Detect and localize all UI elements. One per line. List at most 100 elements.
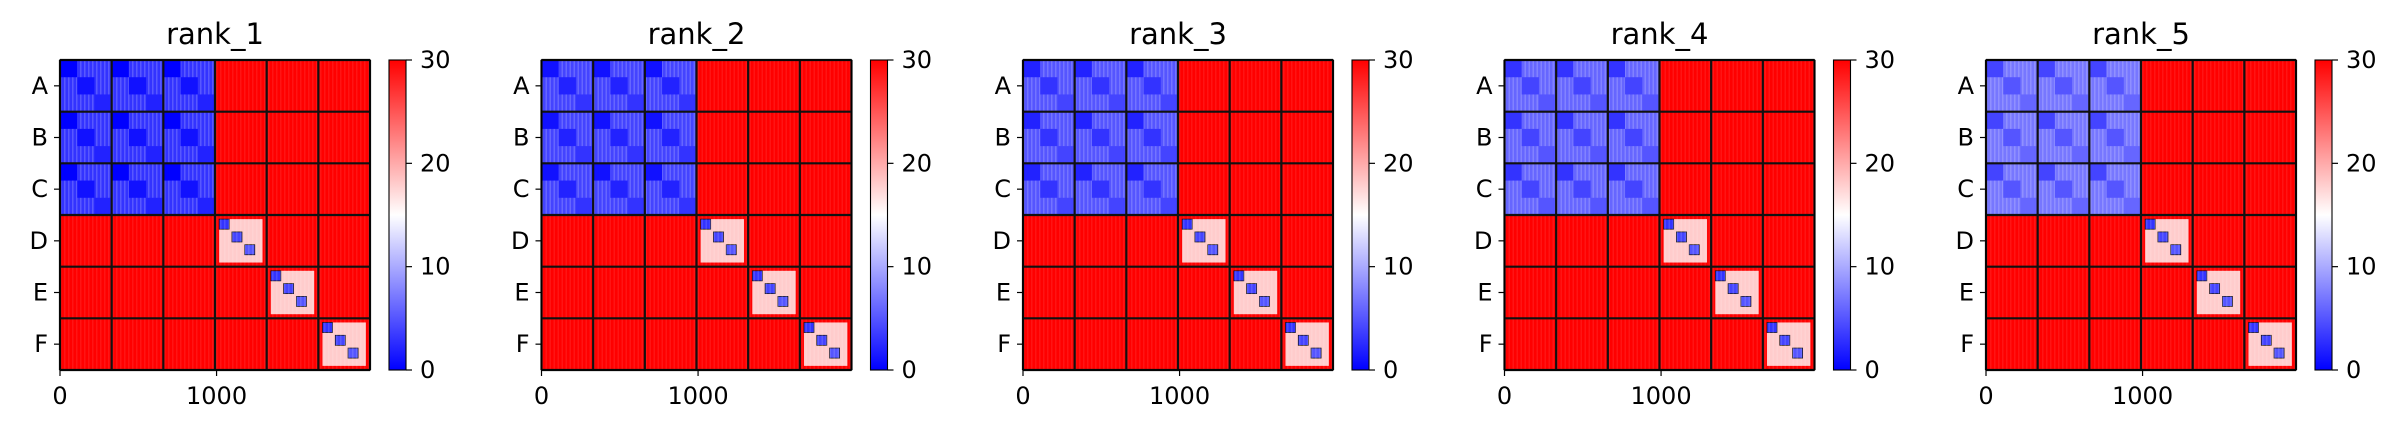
heatmap-subcell [2072,197,2090,215]
heatmap-subcell [94,94,112,112]
heatmap-block-texture [1556,318,1608,370]
colorbar-tick-label: 20 [1383,149,1414,177]
heatmap-subcell [1040,77,1058,95]
heatmap-block-texture [1762,266,1815,319]
heatmap-subcell [1109,197,1127,215]
heatmap-subcell [94,146,112,164]
heatmap-subcell [1040,128,1058,147]
heatmap-block-texture [2192,215,2245,267]
heatmap-subcell [662,77,680,95]
heatmap-subcell [1607,163,1626,181]
heatmap-subcell [1074,60,1092,78]
heatmap-block-texture [748,60,800,112]
heatmap-block-texture [1762,215,1815,267]
heatmap-block-texture [696,163,749,215]
heatmap-area [1503,58,1816,372]
heatmap-block-texture [1607,266,1660,319]
heatmap-block-texture [2141,266,2193,319]
heatmap-subcell [593,111,611,129]
heatmap-subcell [1074,111,1092,129]
heatmap-block-texture [644,266,697,319]
heatmap-frame [59,59,371,371]
heatmap-subcell [2020,197,2038,215]
colorbar: 0 10 20 30 [388,46,451,384]
heatmap-block-texture [2141,163,2193,215]
heatmap-block-texture [2089,266,2141,319]
colorbar-tick-label: 0 [420,356,435,384]
heatmap-subcell [662,180,680,198]
heatmap-subcell [128,128,147,147]
heatmap-subcell [1160,197,1178,215]
heatmap-subcell [575,197,594,215]
heatmap-subcell [1607,111,1626,129]
colorbar-tick-label: 30 [2346,46,2377,74]
heatmap-subcell [1625,128,1643,147]
heatmap-block-texture [1178,318,1230,370]
heatmap-block-texture [111,266,164,319]
heatmap-block-texture [266,163,319,215]
y-tick-label: E [33,279,48,307]
x-tick-label: 0 [1978,382,1993,410]
heatmap-block-texture [1659,318,1712,370]
heatmap-subcell [77,128,95,147]
heatmap-subcell [111,60,129,78]
heatmap-block-texture [1074,215,1127,267]
heatmap-subcell [1504,60,1522,78]
y-tick-label: D [30,227,48,255]
colorbar-rect [2314,59,2333,371]
heatmap-block-texture [644,318,697,370]
x-tick-label: 0 [52,382,67,410]
heatmap-subcell [1556,60,1574,78]
y-tick-label: D [1474,227,1492,255]
heatmap-area [540,58,853,372]
diagonal-inset-texture [1285,322,1329,366]
heatmap-block-texture [1711,215,1763,267]
colorbar-tick-label: 0 [1383,356,1398,384]
heatmap-block-texture [2192,318,2245,370]
heatmap-subcell [2037,60,2055,78]
heatmap-block-texture [1986,266,2038,319]
y-tick-label: B [1958,124,1974,152]
heatmap-subcell [2054,77,2073,95]
heatmap-subcell [1521,180,1539,198]
diagonal-inset-texture [2196,270,2241,315]
panel-title: rank_1 [166,17,264,51]
heatmap-subcell [163,60,181,78]
y-tick-label: C [31,175,48,203]
x-tick-label: 0 [1497,382,1512,410]
heatmap-block-texture [541,318,594,370]
heatmap-subcell [2106,77,2124,95]
colorbar-tick-label: 20 [902,149,933,177]
heatmap-block-texture [163,318,215,370]
heatmap-subcell [1504,111,1522,129]
heatmap-block-texture [318,215,370,267]
heatmap-subcell [1023,60,1041,78]
heatmap-subcell [163,163,181,181]
diagonal-inset-texture [803,322,848,366]
heatmap-block-texture [2192,111,2245,164]
diagonal-inset-texture [752,270,796,315]
y-tick-label: B [513,124,529,152]
heatmap-subcell [60,111,78,129]
y-tick-label: E [514,279,529,307]
x-tick-label: 1000 [1631,382,1692,410]
heatmap-block-texture [748,111,800,164]
heatmap-subcell [1573,180,1591,198]
heatmap-block-texture [215,111,267,164]
heatmap-block-texture [1762,60,1815,112]
heatmap-block-texture [1607,215,1660,267]
colorbar: 0 10 20 30 [2314,46,2377,384]
heatmap-block-texture [1126,318,1178,370]
heatmap-block-texture [1126,266,1178,319]
heatmap-subcell [1538,146,1557,164]
y-tick-label: C [513,175,530,203]
colorbar-tick-label: 30 [1865,46,1896,74]
heatmap-subcell [128,180,147,198]
colorbar-rect [869,59,889,371]
heatmap-subcell [593,163,611,181]
heatmap-subcell [1057,94,1075,112]
heatmap-block-texture [696,111,749,164]
diagonal-inset-texture [2145,219,2189,263]
heatmap-block-texture [60,318,112,370]
